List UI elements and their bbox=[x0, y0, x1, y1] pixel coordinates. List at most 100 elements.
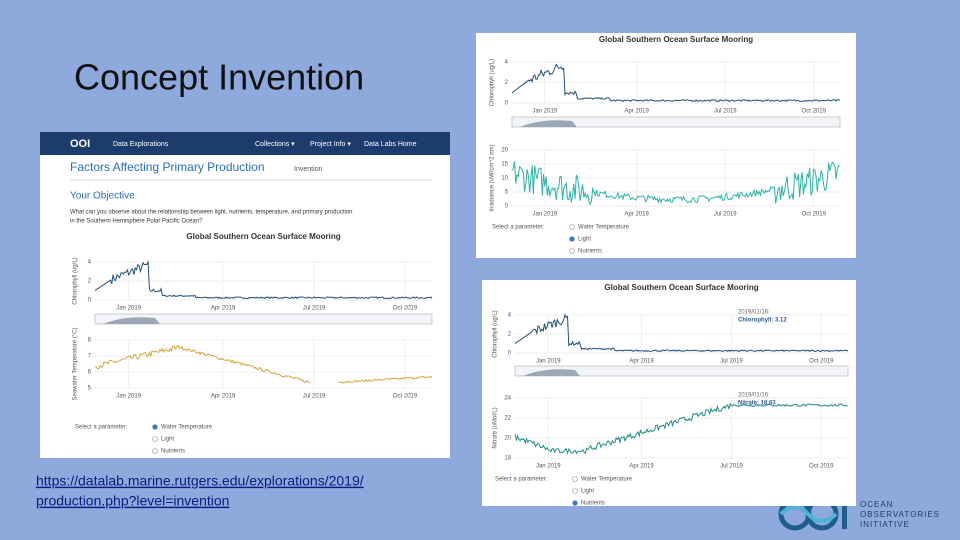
radio[interactable] bbox=[152, 448, 158, 454]
y-axis-label: Seawater Temperature (°C) bbox=[73, 328, 79, 401]
screenshot-line bbox=[511, 63, 841, 103]
logo-text: OCEAN bbox=[860, 500, 893, 509]
radio-label: Water Temperature bbox=[161, 425, 213, 431]
y-tick-label: 4 bbox=[508, 313, 512, 319]
x-tick-label: Jan 2019 bbox=[532, 109, 557, 115]
y-axis-label: Chlorophyll (ug/L) bbox=[73, 257, 79, 304]
link[interactable]: https://datalab.marine.rutgers.edu/explo… bbox=[36, 473, 364, 489]
x-tick-label: Oct 2019 bbox=[802, 109, 827, 115]
x-tick-label: Oct 2019 bbox=[393, 306, 418, 312]
radio[interactable] bbox=[569, 236, 575, 242]
y-tick-label: 0 bbox=[508, 351, 512, 357]
y-tick-label: 5 bbox=[88, 386, 92, 392]
page-heading: Factors Affecting Primary Production bbox=[70, 160, 265, 174]
x-tick-label: Jul 2019 bbox=[720, 359, 743, 365]
logo-text: INITIATIVE bbox=[860, 520, 910, 529]
y-tick-label: 0 bbox=[88, 298, 92, 304]
radio[interactable] bbox=[572, 488, 578, 494]
y-axis-label: Nitrate (uMol/L) bbox=[493, 407, 499, 448]
radio[interactable] bbox=[152, 436, 158, 442]
y-tick-label: 15 bbox=[501, 162, 508, 168]
y-tick-label: 6 bbox=[88, 370, 92, 376]
radio[interactable] bbox=[572, 476, 578, 482]
y-tick-label: 22 bbox=[504, 416, 511, 422]
y-tick-label: 10 bbox=[501, 176, 508, 182]
radio[interactable] bbox=[152, 424, 158, 430]
chart-title: Global Southern Ocean Surface Mooring bbox=[186, 232, 340, 241]
x-tick-label: Jan 2019 bbox=[116, 394, 141, 400]
navigator-area bbox=[103, 317, 160, 324]
x-tick-label: Oct 2019 bbox=[802, 212, 827, 218]
y-tick-label: 20 bbox=[504, 436, 511, 442]
tooltip-date: 2019/01/16: bbox=[738, 393, 770, 399]
selector-label: Select a parameter: bbox=[492, 225, 545, 231]
x-tick-label: Apr 2019 bbox=[624, 109, 649, 115]
y-tick-label: 2 bbox=[88, 279, 92, 285]
tooltip-label: Nitrate: 18.63 bbox=[738, 401, 776, 407]
nav-item[interactable]: Data Labs Home bbox=[364, 141, 417, 148]
nav-logo: OOI bbox=[70, 138, 90, 150]
y-tick-label: 20 bbox=[501, 148, 508, 154]
nav-brand: Data Explorations bbox=[113, 141, 169, 148]
y-tick-label: 2 bbox=[508, 332, 512, 338]
x-tick-label: Jul 2019 bbox=[714, 109, 737, 115]
y-axis-label: Chlorophyll (ug/L) bbox=[490, 59, 496, 106]
screenshot-line bbox=[511, 161, 841, 206]
chart-title: Global Southern Ocean Surface Mooring bbox=[604, 283, 758, 292]
x-tick-label: Jul 2019 bbox=[303, 306, 326, 312]
page-level: Invention bbox=[294, 166, 323, 173]
logo-bar bbox=[842, 500, 847, 529]
navigator bbox=[514, 365, 849, 377]
radio[interactable] bbox=[572, 500, 578, 506]
nav-item[interactable]: Project Info ▾ bbox=[310, 141, 351, 148]
y-tick-label: 5 bbox=[505, 190, 509, 196]
radio-label: Water Temperature bbox=[581, 477, 633, 483]
radio[interactable] bbox=[569, 224, 575, 230]
selector-label: Select a parameter: bbox=[495, 477, 548, 483]
radio-label: Light bbox=[578, 237, 591, 243]
logo-text: OBSERVATORIES bbox=[860, 510, 940, 519]
radio-label: Light bbox=[581, 489, 594, 495]
logo-wave bbox=[779, 505, 838, 523]
link[interactable]: production.php?level=invention bbox=[36, 493, 229, 509]
x-tick-label: Apr 2019 bbox=[629, 464, 654, 470]
nav-item[interactable]: Collections ▾ bbox=[255, 141, 295, 148]
x-tick-label: Jan 2019 bbox=[532, 212, 557, 218]
x-tick-label: Jul 2019 bbox=[714, 212, 737, 218]
radio[interactable] bbox=[569, 248, 575, 254]
y-tick-label: 4 bbox=[505, 60, 509, 66]
y-tick-label: 4 bbox=[88, 260, 92, 266]
chart-title: Global Southern Ocean Surface Mooring bbox=[599, 35, 753, 44]
screenshot-frame bbox=[476, 33, 856, 258]
y-tick-label: 8 bbox=[88, 338, 92, 344]
selector-label: Select a parameter: bbox=[75, 425, 128, 431]
y-tick-label: 0 bbox=[505, 204, 509, 210]
x-tick-label: Apr 2019 bbox=[211, 306, 236, 312]
nav-bar bbox=[40, 132, 450, 155]
screenshot-frame bbox=[482, 280, 856, 506]
x-tick-label: Jan 2019 bbox=[536, 359, 561, 365]
radio-label: Light bbox=[161, 437, 174, 443]
radio-label: Nutrients bbox=[578, 249, 602, 255]
screenshot-frame bbox=[40, 132, 450, 458]
radio-label: Water Temperature bbox=[578, 225, 630, 231]
tooltip-label: Chlorophyll: 3.12 bbox=[738, 318, 787, 324]
x-tick-label: Jul 2019 bbox=[720, 464, 743, 470]
y-tick-label: 0 bbox=[505, 101, 509, 107]
objective-text: in the Southern Hemisphere Polar Pacific… bbox=[70, 219, 203, 225]
radio-label: Nutrients bbox=[581, 501, 605, 507]
navigator-area bbox=[520, 120, 577, 127]
y-axis-label: Chlorophyll (ug/L) bbox=[493, 310, 499, 357]
y-tick-label: 7 bbox=[88, 354, 92, 360]
screenshot-line bbox=[94, 260, 433, 300]
screenshot: Global Southern Ocean Surface Mooring 4 2 0… bbox=[40, 132, 450, 458]
x-tick-label: Apr 2019 bbox=[629, 359, 654, 365]
navigator bbox=[94, 313, 433, 325]
navigator-area bbox=[523, 369, 580, 376]
x-tick-label: Oct 2019 bbox=[393, 394, 418, 400]
slide-title: Concept Invention bbox=[74, 57, 364, 98]
y-tick-label: 2 bbox=[505, 80, 509, 86]
screenshot-line bbox=[94, 344, 433, 384]
x-tick-label: Apr 2019 bbox=[211, 394, 236, 400]
